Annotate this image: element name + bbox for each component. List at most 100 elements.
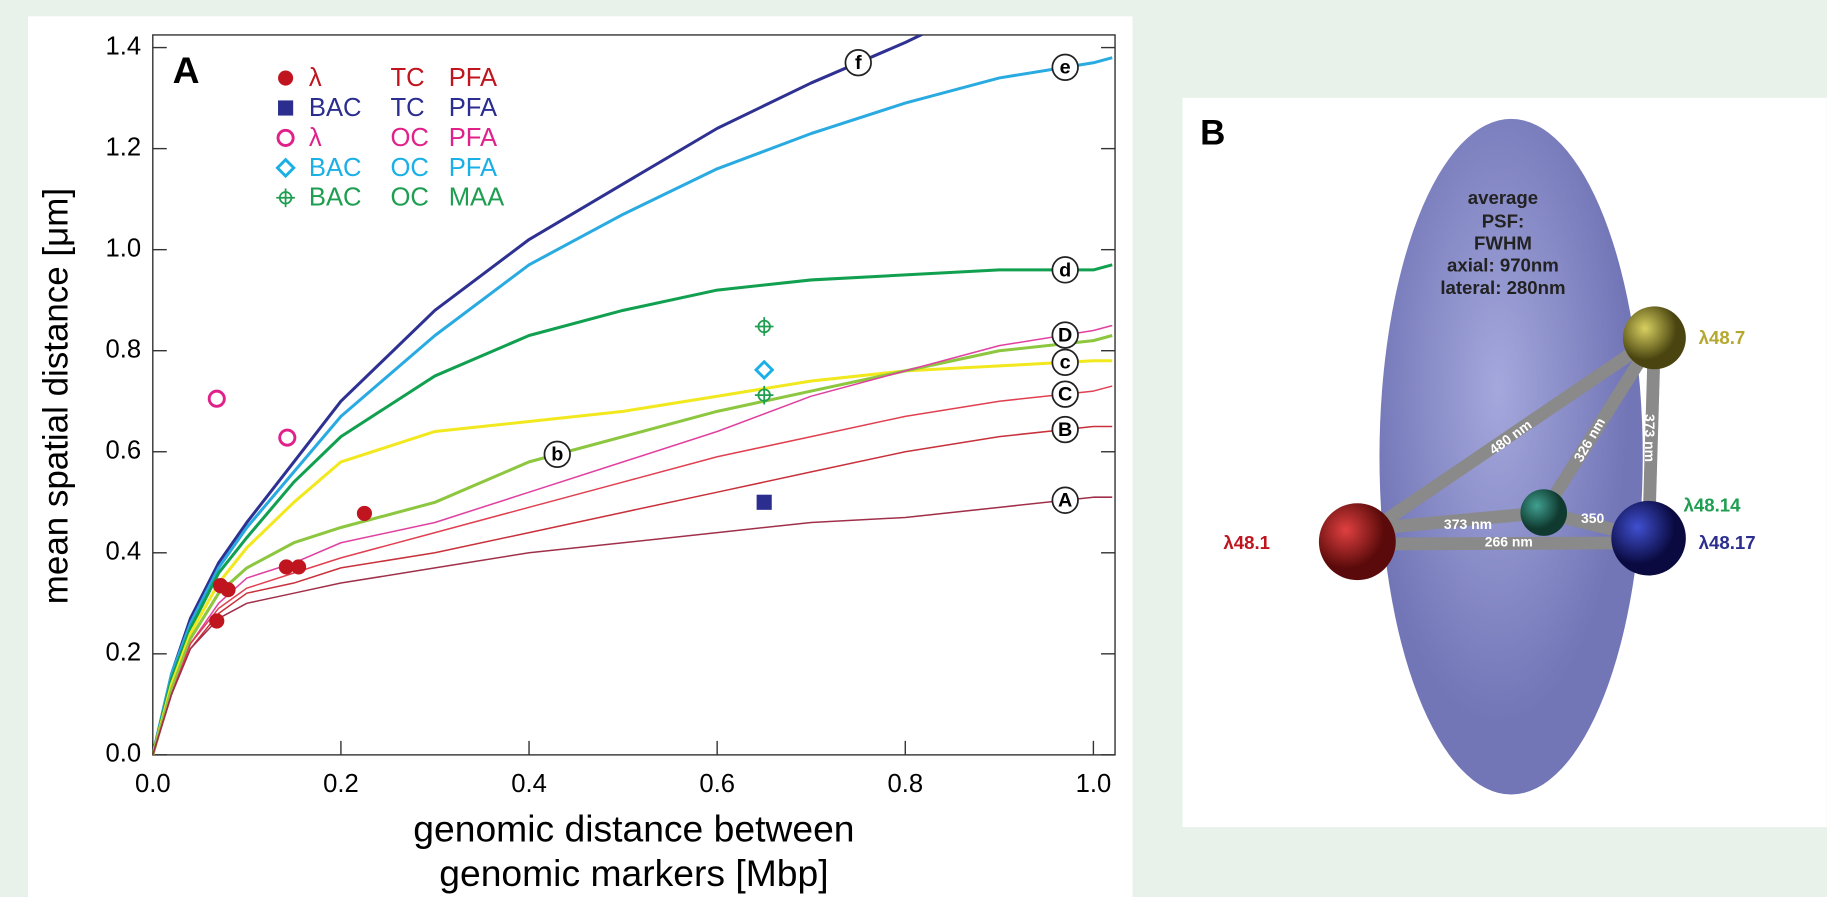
psf-text: PSF: [1482,210,1524,231]
panel-label: B [1200,113,1225,152]
curve-label-circle [1051,415,1079,444]
sphere [1622,306,1686,370]
plot-frame [152,34,1116,756]
node-label: λ48.17 [1699,532,1756,553]
curve-label-circle [543,440,571,468]
legend-text: λ [309,64,322,92]
panel-label: A [173,49,200,91]
marker [754,385,774,405]
legend-marker [278,70,294,86]
x-tick-label: 0.8 [887,770,923,798]
legend-text: BAC [309,94,362,122]
curve-label: e [1060,57,1071,79]
legend-text: MAA [449,184,505,212]
legend-text: TC [390,64,424,92]
legend-text: PFA [449,154,498,182]
curve [152,34,925,755]
y-tick-label: 1.4 [106,32,142,60]
edge-label: 350 [1581,510,1605,526]
x-axis-label: genomic distance between [413,808,854,850]
curve [152,359,1113,755]
x-tick-label: 1.0 [1076,770,1112,798]
marker [754,317,774,336]
legend-text: TC [390,94,424,122]
psf-ellipsoid [1379,118,1643,795]
node-label: λ48.1 [1223,532,1270,553]
curve-label-circle [844,49,872,77]
marker [278,559,294,575]
legend-marker [276,188,295,208]
marker [291,559,307,575]
marker [207,389,226,408]
curve-label: b [551,444,563,466]
curve-label: A [1058,490,1072,512]
marker [356,505,373,521]
x-axis-label: genomic markers [Mbp] [439,852,828,894]
marker [756,494,772,510]
x-tick-label: 0.4 [511,770,547,798]
connector [1350,331,1661,546]
legend-marker [278,100,294,116]
panel-a-bg [28,16,1133,897]
marker [278,428,297,447]
y-tick-label: 1.0 [106,234,142,262]
connector [1350,536,1655,551]
x-tick-label: 0.2 [323,770,359,798]
legend-text: PFA [449,94,498,122]
marker [220,582,236,598]
edge-label: 373 nm [1642,414,1658,462]
legend-marker [275,157,296,179]
node-label: λ48.14 [1684,495,1742,516]
y-tick-label: 0.0 [106,740,142,768]
panel-b: B average PSF: FWHM axial: 970nm lateral… [1200,113,1756,795]
x-tick-label: 0.6 [699,770,735,798]
curve-label-circle [1051,256,1079,284]
curve-label: B [1058,419,1072,441]
y-tick-label: 0.8 [106,335,142,363]
plot-area [152,34,1113,755]
sphere [1611,500,1686,576]
y-tick-label: 0.2 [106,639,142,667]
curve [152,496,1113,755]
psf-text: FWHM [1474,233,1532,254]
curve-label: d [1059,259,1071,281]
curve-label-circle [1051,321,1079,349]
psf-text: axial: 970nm [1447,255,1559,276]
curve-label: f [855,52,862,74]
curve-label: D [1058,324,1072,346]
legend-text: OC [390,184,428,212]
legend-text: λ [309,124,322,152]
psf-text: lateral: 280nm [1440,277,1565,298]
y-tick-label: 0.4 [106,538,142,566]
y-axis-label: mean spatial distance [μm] [37,188,76,604]
edge-label: 266 nm [1485,534,1533,550]
curve-label-circle [1051,53,1079,81]
curve [152,385,1113,755]
curve-label-circle [1051,380,1079,408]
node-label: λ48.7 [1699,327,1746,348]
curve [152,263,1113,755]
y-tick-label: 1.2 [106,133,142,161]
curve [152,324,1113,755]
psf-text: average [1468,187,1538,208]
legend-marker [276,128,295,147]
legend-text: PFA [449,124,498,152]
legend-text: OC [390,124,428,152]
marker [209,613,225,629]
legend-text: BAC [309,154,362,182]
sphere [1318,503,1396,581]
panel-a: A mean spatial distance [μm] genomic dis… [37,32,1116,894]
curve [152,425,1113,755]
sphere [1520,489,1568,536]
curve-label-circle [1051,486,1079,514]
legend-text: OC [390,154,428,182]
curve [152,334,1113,755]
x-tick-label: 0.0 [135,770,171,798]
curve-label: C [1058,384,1072,406]
legend-text: PFA [449,64,498,92]
curve-label: c [1060,352,1071,374]
marker [753,359,775,381]
curve [152,56,1113,755]
